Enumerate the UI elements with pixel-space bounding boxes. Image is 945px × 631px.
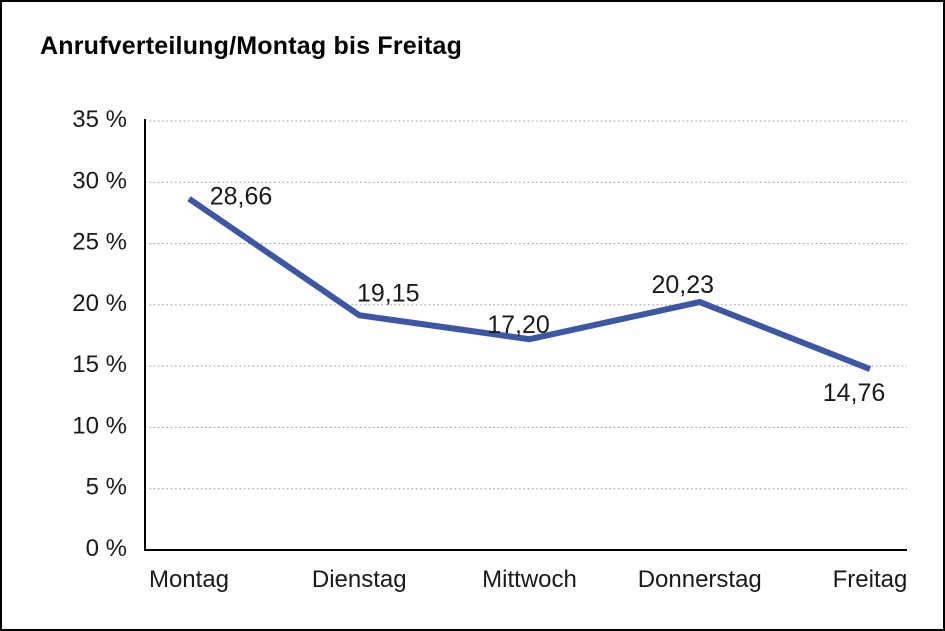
y-axis-tick-label: 20 % <box>72 290 127 317</box>
x-axis-category-label: Dienstag <box>312 566 407 593</box>
x-axis-category-label: Freitag <box>833 566 908 593</box>
data-point-label: 19,15 <box>357 279 420 307</box>
x-axis-category-label: Montag <box>149 566 229 593</box>
y-axis-tick-label: 35 % <box>72 106 127 133</box>
data-point-label: 17,20 <box>487 311 550 339</box>
x-axis-category-label: Mittwoch <box>482 566 577 593</box>
data-series-line <box>187 196 872 372</box>
y-axis-tick-label: 10 % <box>72 412 127 439</box>
x-axis-category-label: Donnerstag <box>638 566 762 593</box>
y-axis-tick-label: 0 % <box>86 535 127 562</box>
data-point-label: 28,66 <box>210 183 273 211</box>
y-axis-tick-label: 5 % <box>86 474 127 501</box>
y-axis-tick-label: 15 % <box>72 351 127 378</box>
data-point-label: 20,23 <box>651 271 714 299</box>
chart-title: Anrufverteilung/Montag bis Freitag <box>40 32 463 60</box>
y-axis-tick-label: 30 % <box>72 167 127 194</box>
y-axis-tick-label: 25 % <box>72 229 127 256</box>
data-point-label: 14,76 <box>823 379 886 407</box>
